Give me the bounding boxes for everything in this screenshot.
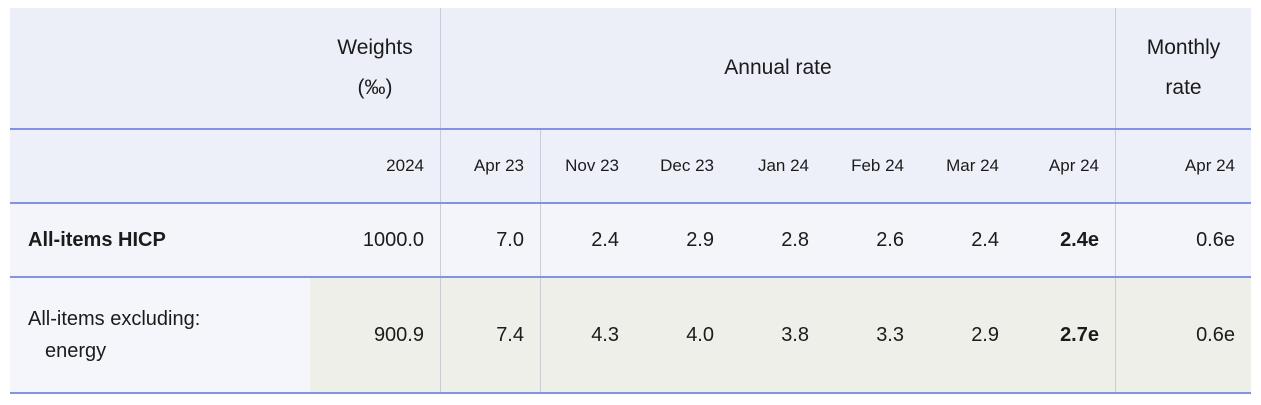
- annual-value: 3.3: [825, 278, 920, 392]
- monthly-value: 0.6e: [1115, 278, 1251, 392]
- annual-value: 4.3: [540, 278, 635, 392]
- annual-value: 2.9: [686, 228, 714, 251]
- row-label: All-items HICP: [28, 229, 166, 251]
- table-row: All-items excluding: energy 900.9 7.4 4.…: [10, 278, 1251, 394]
- weights-column-header: Weights (‰): [310, 8, 440, 128]
- month-header-apr24: Apr 24: [1048, 156, 1099, 175]
- row-label-line1: All-items excluding:: [28, 308, 201, 330]
- annual-value: 4.0: [635, 278, 730, 392]
- month-header-nov23: Nov 23: [540, 130, 635, 202]
- month-header-apr23: Apr 23: [440, 130, 540, 202]
- annual-rate-group-header: Annual rate: [440, 8, 1115, 128]
- annual-value: 2.9: [920, 278, 1015, 392]
- hicp-table: Weights (‰) Annual rate Monthly rate 202…: [10, 8, 1251, 394]
- weight-value: 900.9: [310, 278, 440, 392]
- month-header-dec23: Dec 23: [660, 156, 714, 175]
- weights-header-label: Weights: [337, 36, 413, 59]
- annual-value: 2.4: [540, 204, 635, 276]
- weights-header-unit: (‰): [357, 76, 393, 99]
- annual-value: 7.0: [440, 204, 540, 276]
- annual-value: 2.4: [971, 228, 999, 251]
- month-header-feb24: Feb 24: [851, 156, 904, 175]
- row-label: All-items excluding: energy: [10, 278, 310, 392]
- monthly-rate-group-header: Monthly rate: [1115, 8, 1251, 128]
- annual-value: 7.4: [440, 278, 540, 392]
- subheader-empty-cell: [10, 130, 310, 202]
- flash-estimate-value: 2.4e: [1060, 228, 1099, 251]
- annual-value: 2.8: [781, 228, 809, 251]
- flash-estimate-value: 2.7e: [1015, 278, 1115, 392]
- monthly-header-line1: Monthly: [1146, 36, 1221, 59]
- weights-year-header: 2024: [386, 156, 424, 175]
- month-header-mar24: Mar 24: [946, 156, 999, 175]
- month-header-jan24: Jan 24: [757, 156, 809, 175]
- monthly-header-line2: rate: [1165, 76, 1202, 99]
- monthly-value: 0.6e: [1115, 204, 1251, 276]
- monthly-month-header: Apr 24: [1115, 130, 1251, 202]
- table-row: All-items HICP 1000.0 7.0 2.4 2.9 2.8 2.…: [10, 204, 1251, 278]
- table-header-row: Weights (‰) Annual rate Monthly rate: [10, 8, 1251, 130]
- row-label-line2: energy: [45, 340, 107, 362]
- annual-value: 3.8: [730, 278, 825, 392]
- annual-value: 2.6: [876, 228, 904, 251]
- weight-value: 1000.0: [362, 228, 424, 251]
- header-empty-cell: [10, 8, 310, 128]
- table-subheader-row: 2024 Apr 23 Nov 23 Dec 23 Jan 24 Feb 24 …: [10, 130, 1251, 204]
